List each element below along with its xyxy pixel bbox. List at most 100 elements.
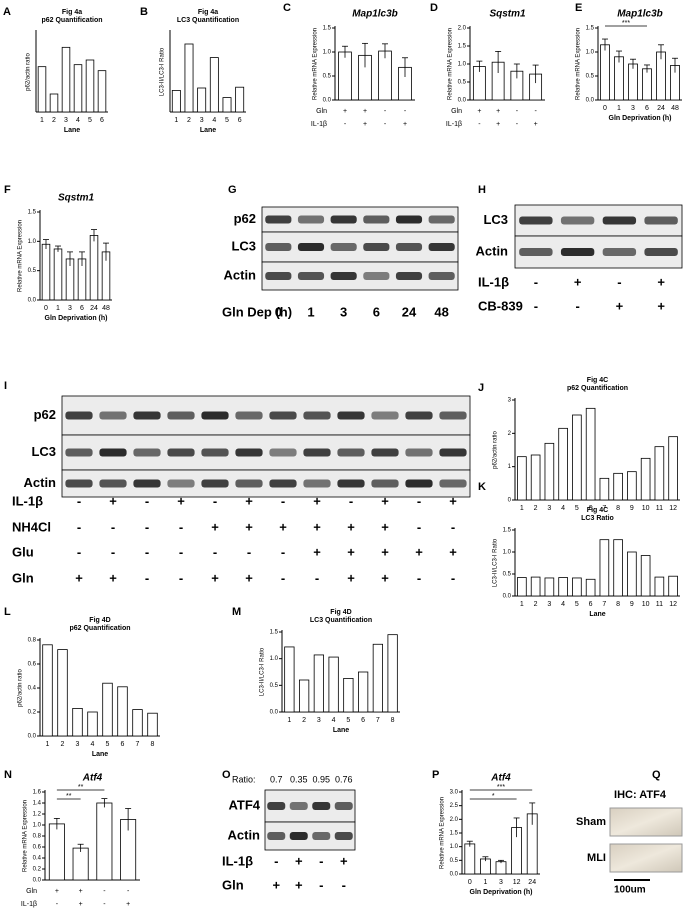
bar (517, 577, 527, 597)
condition-label: IL-1β (446, 121, 462, 128)
bar (668, 436, 678, 501)
lane-value: - (575, 298, 579, 313)
chart-subtitle: LC3 Quantification (310, 617, 372, 624)
condition-sign: - (384, 108, 387, 115)
y-tick-label: 0.8 (28, 638, 37, 644)
lane-value: 24 (402, 304, 417, 319)
lane-value: - (319, 853, 323, 868)
blot-row-label: LC3 (31, 444, 56, 459)
bar (97, 70, 107, 113)
bar (328, 656, 339, 713)
bar (222, 97, 232, 113)
blot-band (334, 832, 353, 840)
blot-band (289, 802, 308, 810)
condition-sign: + (534, 121, 538, 128)
lane-value: - (179, 519, 183, 534)
blot-strip (261, 261, 459, 291)
bar (53, 248, 63, 301)
condition-sign: - (344, 121, 347, 128)
blot-band (267, 832, 286, 840)
bar (627, 551, 637, 597)
panel-letter: I (4, 380, 7, 392)
y-tick-label: 2 (508, 431, 512, 437)
blot-band (265, 215, 292, 224)
y-axis-label: p62/actin ratio (26, 52, 32, 90)
y-tick-label: 3.0 (450, 790, 459, 796)
lane-value: + (109, 493, 117, 508)
bar (132, 709, 143, 737)
bar (642, 68, 652, 101)
blot-row-label: Actin (228, 827, 261, 842)
condition-sign: + (343, 108, 347, 115)
lane-value: + (381, 570, 389, 585)
blot-band (269, 411, 297, 420)
y-tick-label: 1.5 (28, 210, 37, 216)
lane-value: + (657, 298, 665, 313)
bar (544, 577, 555, 597)
chart-subtitle: p62 Quantification (41, 17, 102, 24)
lane-value: - (349, 493, 353, 508)
y-tick-label: 0.0 (270, 710, 279, 716)
bar (530, 454, 541, 501)
y-axis-label: Relative mRNA Expression (313, 28, 319, 100)
bar (572, 577, 582, 597)
condition-sign: + (55, 888, 59, 895)
x-tick-label: 8 (616, 505, 620, 512)
y-tick-label: 0.0 (28, 298, 37, 304)
y-tick-label: 1.0 (586, 50, 595, 56)
y-tick-label: 1.0 (458, 62, 467, 68)
lane-value: - (179, 570, 183, 585)
x-tick-label: 9 (630, 601, 634, 608)
lane-value: - (274, 853, 278, 868)
x-tick-label: 48 (102, 305, 110, 312)
condition-sign: + (79, 888, 83, 895)
condition-sign: - (384, 121, 387, 128)
bar (338, 51, 352, 101)
x-tick-label: 11 (656, 601, 663, 608)
y-tick-label: 0.5 (323, 74, 332, 80)
y-axis-label: LC3-II/LC3-I Ratio (160, 47, 166, 96)
blot-row-label: LC3 (483, 212, 508, 227)
panel-letter: F (4, 184, 11, 196)
blot-band (235, 479, 263, 488)
lane-value: - (315, 570, 319, 585)
blot-row-label: p62 (234, 211, 256, 226)
lane-value: + (381, 519, 389, 534)
x-tick-label: 24 (657, 105, 665, 112)
chart-subtitle: p62 Quantification (567, 385, 628, 392)
lane-value: + (272, 877, 280, 892)
x-tick-label: 0 (44, 305, 48, 312)
ratio-value: 0.95 (312, 774, 330, 784)
chart-title: Sqstm1 (58, 193, 95, 204)
blot-strip (261, 231, 459, 263)
lane-value: + (109, 570, 117, 585)
x-tick-label: 5 (575, 601, 579, 608)
lane-value: + (313, 519, 321, 534)
panel-letter: O (222, 769, 231, 781)
bar (235, 86, 245, 113)
y-tick-label: 0.5 (586, 74, 595, 80)
blot-band (133, 411, 161, 420)
blot-band (519, 248, 553, 256)
lane-value: - (617, 274, 621, 289)
x-tick-label: 4 (76, 117, 80, 124)
chart-title: Fig 4C (587, 507, 608, 514)
x-tick-label: 0 (468, 879, 472, 886)
chart-title: Atf4 (490, 773, 511, 784)
lane-value: 1 (307, 304, 314, 319)
chart-title: Fig 4D (89, 617, 110, 624)
panel-letter: L (4, 606, 11, 618)
lane-value: + (347, 544, 355, 559)
blot-band (644, 216, 678, 225)
panel-letter: Q (652, 769, 661, 781)
bar (378, 50, 392, 101)
y-axis-label: Relative mRNA Expression (18, 220, 24, 292)
x-tick-label: 6 (100, 117, 104, 124)
blot-band (267, 802, 286, 810)
panel-letter: A (3, 6, 11, 18)
lane-value: + (616, 298, 624, 313)
x-tick-label: 5 (346, 717, 350, 724)
x-tick-label: 2 (61, 741, 65, 748)
condition-label: IL-1β (311, 121, 327, 128)
blot-band (312, 802, 331, 810)
